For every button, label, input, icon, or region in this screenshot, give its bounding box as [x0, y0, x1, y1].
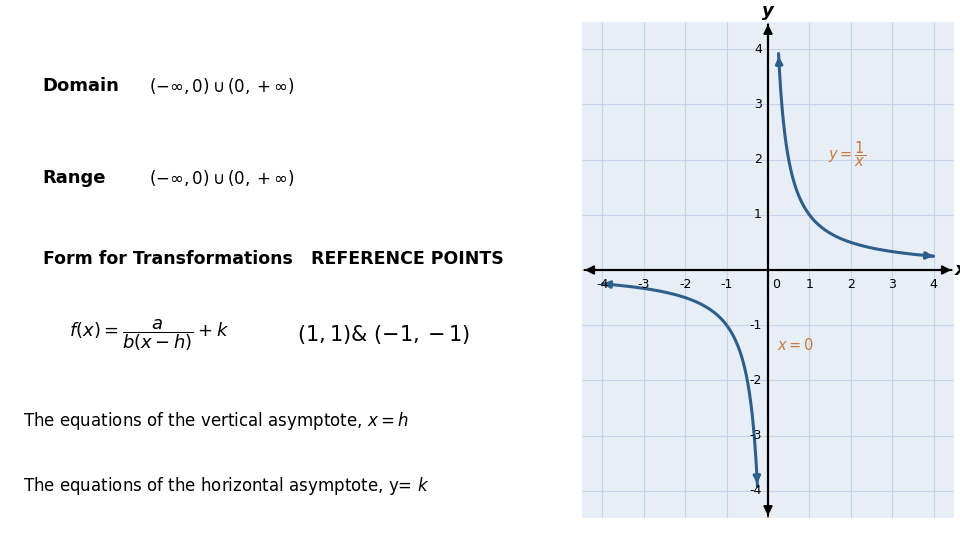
Text: 3: 3 [888, 278, 896, 291]
Text: -1: -1 [720, 278, 732, 291]
Text: $x = 0$: $x = 0$ [777, 336, 814, 353]
Text: -2: -2 [750, 374, 762, 387]
Text: 1: 1 [805, 278, 813, 291]
Text: 3: 3 [754, 98, 762, 111]
Text: 4: 4 [754, 43, 762, 56]
Text: $(-\infty, 0) \cup (0, +\infty)$: $(-\infty, 0) \cup (0, +\infty)$ [149, 168, 294, 188]
Text: 1: 1 [754, 208, 762, 221]
Text: -3: -3 [750, 429, 762, 442]
Text: -4: -4 [750, 484, 762, 497]
Text: REFERENCE POINTS: REFERENCE POINTS [311, 250, 504, 268]
Text: $f(x) = \dfrac{a}{b(x-h)} + k$: $f(x) = \dfrac{a}{b(x-h)} + k$ [68, 317, 228, 353]
Text: 4: 4 [929, 278, 938, 291]
Text: Domain: Domain [43, 77, 120, 96]
Text: -4: -4 [596, 278, 609, 291]
Text: 0: 0 [772, 278, 780, 291]
Text: $(-\infty, 0) \cup (0, +\infty)$: $(-\infty, 0) \cup (0, +\infty)$ [149, 76, 294, 97]
Text: x: x [955, 261, 960, 279]
Text: -3: -3 [637, 278, 650, 291]
Text: 2: 2 [847, 278, 854, 291]
Text: The equations of the vertical asymptote, $x = h$: The equations of the vertical asymptote,… [23, 410, 409, 432]
Text: $y = \dfrac{1}{x}$: $y = \dfrac{1}{x}$ [828, 139, 866, 169]
Text: y: y [762, 3, 774, 21]
Text: $(1, 1)$& $(-1, -1)$: $(1, 1)$& $(-1, -1)$ [297, 323, 470, 346]
Text: 2: 2 [754, 153, 762, 166]
Text: -1: -1 [750, 319, 762, 332]
Text: Form for Transformations: Form for Transformations [43, 250, 293, 268]
Text: The equations of the horizontal asymptote, y= $k$: The equations of the horizontal asymptot… [23, 475, 429, 497]
Text: -2: -2 [679, 278, 691, 291]
Text: Range: Range [43, 169, 107, 187]
